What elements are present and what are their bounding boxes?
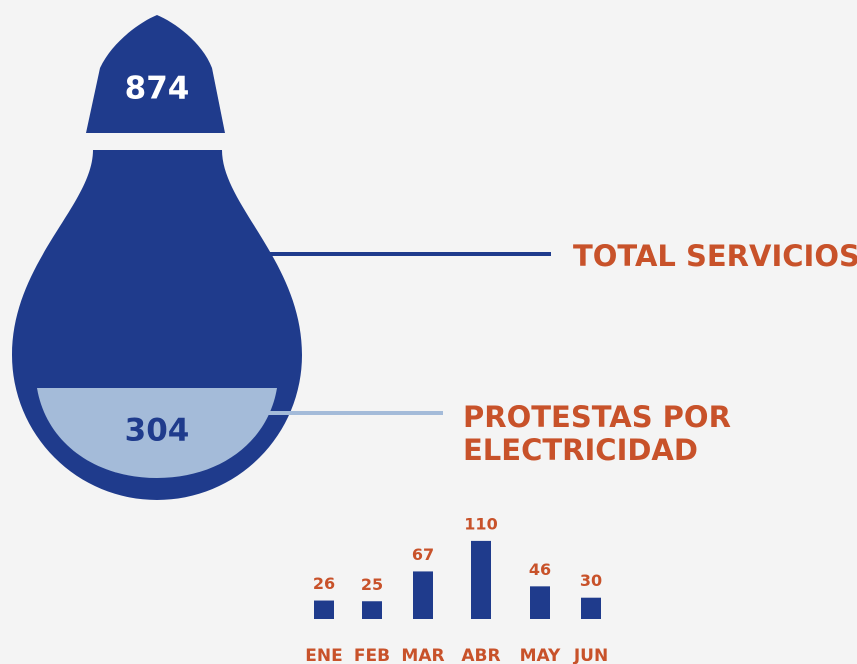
bar	[581, 598, 601, 619]
bar	[471, 541, 491, 619]
x-tick-label: ABR	[461, 646, 500, 664]
protests-label: PROTESTAS POR	[463, 400, 731, 434]
x-tick-label: ENE	[305, 646, 342, 664]
x-tick-label: FEB	[354, 646, 390, 664]
x-tick-label: JUN	[573, 646, 608, 664]
value-label: 67	[412, 545, 434, 564]
value-label: 46	[529, 560, 551, 579]
bar	[362, 601, 382, 619]
value-label: 26	[313, 574, 335, 593]
x-tick-label: MAY	[520, 646, 561, 664]
infographic: 874 304 TOTAL SERVICIOS PROTESTAS POR EL…	[0, 0, 857, 664]
protests-label: ELECTRICIDAD	[463, 433, 698, 467]
value-label: 110	[464, 514, 497, 533]
total-value: 874	[125, 71, 190, 107]
total-label: TOTAL SERVICIOS	[573, 239, 857, 273]
x-tick-label: MAR	[401, 646, 444, 664]
value-label: 30	[580, 571, 602, 590]
bar	[314, 601, 334, 619]
value-label: 25	[361, 575, 383, 594]
bar	[530, 586, 550, 619]
bar	[413, 571, 433, 619]
protests-value: 304	[125, 413, 190, 449]
